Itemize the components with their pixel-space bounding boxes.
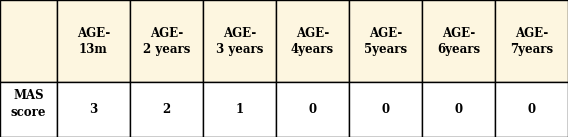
Text: AGE-
4years: AGE- 4years [291,27,334,56]
Text: 3: 3 [89,103,98,116]
Bar [57,0,130,82]
Bar [349,0,422,82]
Bar [422,82,495,137]
Bar [203,82,276,137]
Text: AGE-
3 years: AGE- 3 years [216,27,263,56]
Text: AGE-
13m: AGE- 13m [77,27,110,56]
Bar [0,0,57,82]
Text: AGE-
6years: AGE- 6years [437,27,480,56]
Bar [495,82,568,137]
Bar [0,82,57,137]
Bar [130,82,203,137]
Text: AGE-
7years: AGE- 7years [510,27,553,56]
Bar [422,0,495,82]
Bar [57,82,130,137]
Text: 2: 2 [162,103,170,116]
Text: 1: 1 [235,103,244,116]
Bar [495,0,568,82]
Text: 0: 0 [381,103,390,116]
Text: 0: 0 [454,103,462,116]
Text: MAS
score: MAS score [11,89,46,119]
Bar [130,0,203,82]
Text: AGE-
2 years: AGE- 2 years [143,27,190,56]
Bar [349,82,422,137]
Bar [276,82,349,137]
Bar [276,0,349,82]
Text: AGE-
5years: AGE- 5years [364,27,407,56]
Text: 0: 0 [528,103,536,116]
Text: 0: 0 [308,103,316,116]
Bar [203,0,276,82]
